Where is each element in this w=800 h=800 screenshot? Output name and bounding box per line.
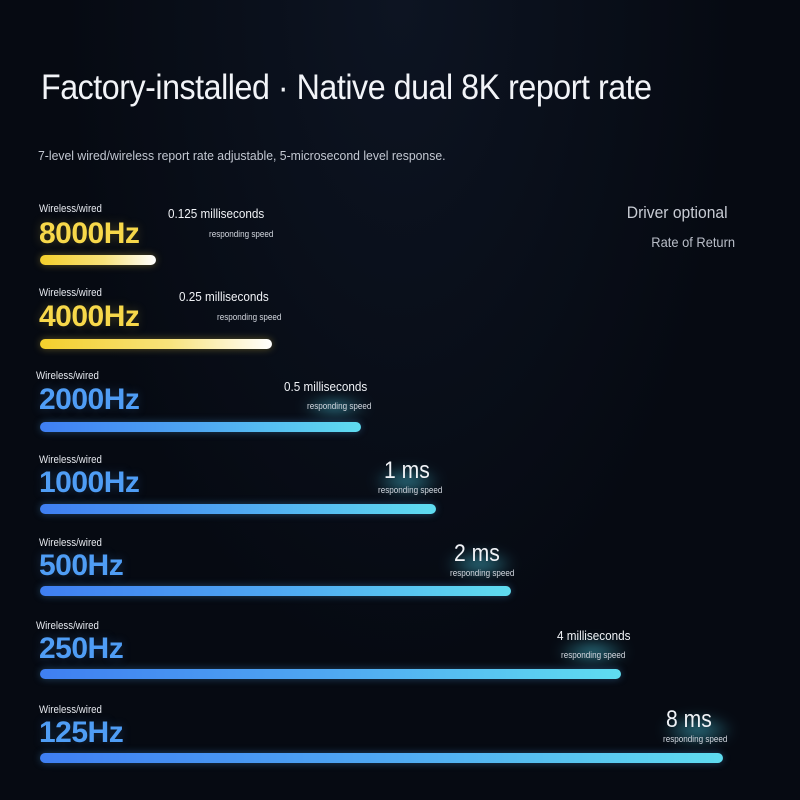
report-rate-bar (40, 255, 156, 265)
page-subtitle: 7-level wired/wireless report rate adjus… (38, 148, 446, 163)
report-rate-bar (40, 504, 436, 514)
responding-speed-label: responding speed (209, 229, 274, 239)
bar-end-glow (555, 638, 630, 666)
bar-end-glow (372, 466, 442, 496)
bar-end-glow (444, 549, 516, 579)
report-rate-bar (40, 586, 511, 596)
latency-value: 0.25 milliseconds (179, 289, 269, 304)
rate-of-return-label: Rate of Return (651, 234, 735, 250)
responding-speed-label: responding speed (378, 485, 443, 495)
report-rate-value: 500Hz (39, 549, 124, 582)
connection-mode-label: Wireless/wired (39, 454, 102, 466)
rate-row-125hz: Wireless/wired 125Hz 8 ms responding spe… (0, 700, 800, 780)
rate-row-8000hz: Wireless/wired 8000Hz 0.125 milliseconds… (0, 200, 800, 280)
bar-end-glow (660, 714, 735, 746)
connection-mode-label: Wireless/wired (39, 287, 102, 299)
connection-mode-label: Wireless/wired (39, 537, 102, 549)
rate-row-2000hz: Wireless/wired 2000Hz 0.5 milliseconds r… (0, 366, 800, 446)
connection-mode-label: Wireless/wired (39, 704, 102, 716)
rate-row-1000hz: Wireless/wired 1000Hz 1 ms responding sp… (0, 450, 800, 530)
responding-speed-label: responding speed (307, 401, 372, 411)
rate-row-250hz: Wireless/wired 250Hz 4 milliseconds resp… (0, 616, 800, 696)
latency-value: 4 milliseconds (557, 628, 631, 643)
report-rate-bar (40, 753, 723, 763)
report-rate-value: 125Hz (39, 716, 124, 749)
report-rate-value: 1000Hz (39, 466, 140, 499)
report-rate-bar (40, 422, 361, 432)
responding-speed-label: responding speed (217, 312, 282, 322)
latency-value: 2 ms (454, 540, 500, 567)
latency-value: 0.125 milliseconds (168, 206, 265, 221)
report-rate-value: 2000Hz (39, 383, 140, 416)
page-title: Factory-installed · Native dual 8K repor… (41, 68, 652, 107)
connection-mode-label: Wireless/wired (36, 370, 99, 382)
rate-row-500hz: Wireless/wired 500Hz 2 ms responding spe… (0, 533, 800, 613)
report-rate-bar (40, 669, 621, 679)
responding-speed-label: responding speed (450, 568, 515, 578)
responding-speed-label: responding speed (663, 734, 728, 744)
bar-end-glow (300, 396, 370, 418)
report-rate-bar (40, 339, 272, 349)
latency-value: 1 ms (384, 457, 430, 484)
driver-optional-label: Driver optional (627, 203, 728, 222)
latency-value: 0.5 milliseconds (284, 379, 368, 394)
report-rate-value: 250Hz (39, 632, 124, 665)
latency-value: 8 ms (666, 706, 712, 733)
report-rate-value: 4000Hz (39, 300, 140, 333)
connection-mode-label: Wireless/wired (36, 620, 99, 632)
connection-mode-label: Wireless/wired (39, 203, 102, 215)
responding-speed-label: responding speed (561, 650, 626, 660)
rate-row-4000hz: Wireless/wired 4000Hz 0.25 milliseconds … (0, 284, 800, 364)
report-rate-value: 8000Hz (39, 217, 140, 250)
